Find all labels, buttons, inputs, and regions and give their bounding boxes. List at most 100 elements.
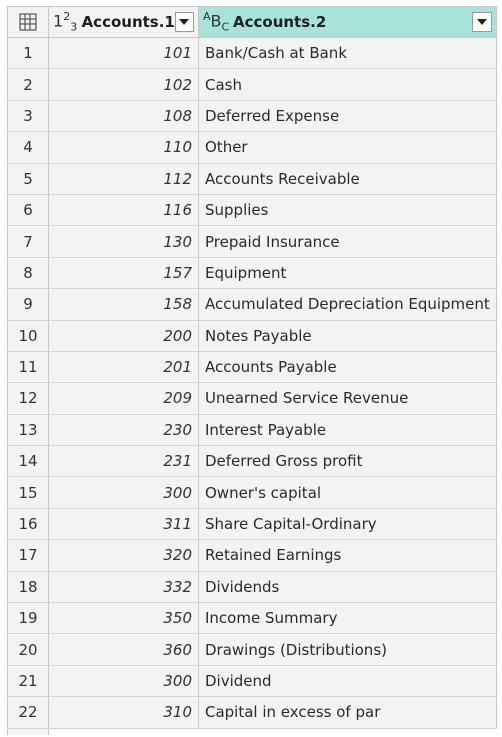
cell-accounts-2[interactable]: Owner's capital <box>199 477 497 508</box>
cell-accounts-2[interactable]: Share Capital-Ordinary <box>199 508 497 540</box>
table-row[interactable]: 16 311 Share Capital-Ordinary <box>7 508 497 541</box>
cell-accounts-2[interactable]: Supplies <box>199 194 497 226</box>
row-number[interactable]: 21 <box>7 665 49 697</box>
cell-accounts-1[interactable]: 360 <box>49 634 199 665</box>
table-tail <box>7 728 497 735</box>
cell-accounts-1[interactable]: 102 <box>49 69 199 100</box>
table-menu-icon[interactable] <box>7 7 49 37</box>
cell-accounts-2[interactable]: Cash <box>199 69 497 100</box>
cell-accounts-2[interactable]: Income Summary <box>199 603 497 634</box>
cell-accounts-2[interactable]: Accounts Payable <box>199 351 497 383</box>
cell-accounts-2[interactable]: Deferred Expense <box>199 100 497 132</box>
filter-dropdown-button[interactable] <box>472 12 492 32</box>
row-number[interactable]: 12 <box>7 383 49 414</box>
cell-accounts-1[interactable]: 201 <box>49 351 199 383</box>
row-number[interactable]: 15 <box>7 477 49 508</box>
cell-accounts-2[interactable]: Drawings (Distributions) <box>199 634 497 665</box>
table-row[interactable]: 18 332 Dividends <box>7 571 497 604</box>
cell-accounts-2[interactable]: Bank/Cash at Bank <box>199 38 497 69</box>
whole-number-icon[interactable]: 123 <box>53 10 78 34</box>
row-number[interactable]: 3 <box>7 100 49 132</box>
table-row[interactable]: 17 320 Retained Earnings <box>7 540 497 572</box>
row-number[interactable]: 1 <box>7 38 49 69</box>
cell-accounts-1[interactable]: 157 <box>49 257 199 289</box>
row-number[interactable]: 4 <box>7 132 49 163</box>
cell-accounts-1[interactable]: 209 <box>49 383 199 414</box>
cell-accounts-1[interactable]: 332 <box>49 571 199 603</box>
table-row[interactable]: 5 112 Accounts Receivable <box>7 163 497 195</box>
table-row[interactable]: 2 102 Cash <box>7 69 497 101</box>
table-row[interactable]: 20 360 Drawings (Distributions) <box>7 634 497 666</box>
table-row[interactable]: 14 231 Deferred Gross profit <box>7 446 497 478</box>
chevron-down-icon <box>179 19 190 25</box>
table-row[interactable]: 9 158 Accumulated Depreciation Equipment <box>7 289 497 321</box>
row-number[interactable]: 6 <box>7 194 49 226</box>
table-row[interactable]: 11 201 Accounts Payable <box>7 351 497 384</box>
table-row[interactable]: 6 116 Supplies <box>7 194 497 227</box>
cell-accounts-2[interactable]: Prepaid Insurance <box>199 226 497 257</box>
column-header-accounts-1[interactable]: 123 Accounts.1 <box>49 7 199 37</box>
cell-accounts-1[interactable]: 350 <box>49 603 199 634</box>
table-row[interactable]: 13 230 Interest Payable <box>7 414 497 447</box>
table-row[interactable]: 19 350 Income Summary <box>7 603 497 635</box>
row-number[interactable]: 13 <box>7 414 49 446</box>
column-name: Accounts.2 <box>233 13 327 31</box>
row-number[interactable]: 16 <box>7 508 49 540</box>
cell-accounts-2[interactable]: Deferred Gross profit <box>199 446 497 477</box>
table-row[interactable]: 3 108 Deferred Expense <box>7 100 497 133</box>
table-row[interactable]: 7 130 Prepaid Insurance <box>7 226 497 258</box>
cell-accounts-1[interactable]: 200 <box>49 320 199 351</box>
cell-accounts-1[interactable]: 112 <box>49 163 199 194</box>
row-number[interactable]: 8 <box>7 257 49 289</box>
row-number[interactable]: 18 <box>7 571 49 603</box>
table-row[interactable]: 22 310 Capital in excess of par <box>7 697 497 729</box>
row-number[interactable]: 14 <box>7 446 49 477</box>
table-row[interactable]: 8 157 Equipment <box>7 257 497 290</box>
cell-accounts-1[interactable]: 320 <box>49 540 199 571</box>
row-number[interactable]: 22 <box>7 697 49 728</box>
cell-accounts-2[interactable]: Capital in excess of par <box>199 697 497 728</box>
row-number[interactable]: 11 <box>7 351 49 383</box>
cell-accounts-1[interactable]: 231 <box>49 446 199 477</box>
text-type-icon[interactable]: ABC <box>203 10 230 34</box>
cell-accounts-1[interactable]: 108 <box>49 100 199 132</box>
cell-accounts-2[interactable]: Dividends <box>199 571 497 603</box>
table-row[interactable]: 21 300 Dividend <box>7 665 497 698</box>
cell-accounts-1[interactable]: 311 <box>49 508 199 540</box>
cell-accounts-2[interactable]: Notes Payable <box>199 320 497 351</box>
table-row[interactable]: 15 300 Owner's capital <box>7 477 497 509</box>
row-number[interactable]: 9 <box>7 289 49 320</box>
table-row[interactable]: 1 101 Bank/Cash at Bank <box>7 38 497 70</box>
cell-accounts-2[interactable]: Interest Payable <box>199 414 497 446</box>
table-row[interactable]: 4 110 Other <box>7 132 497 164</box>
cell-accounts-2[interactable]: Retained Earnings <box>199 540 497 571</box>
table-row[interactable]: 10 200 Notes Payable <box>7 320 497 352</box>
column-header-accounts-2[interactable]: ABC Accounts.2 <box>199 7 497 37</box>
filter-dropdown-button[interactable] <box>174 12 194 32</box>
cell-accounts-2[interactable]: Other <box>199 132 497 163</box>
row-number[interactable]: 10 <box>7 320 49 351</box>
row-number[interactable]: 7 <box>7 226 49 257</box>
row-number[interactable]: 17 <box>7 540 49 571</box>
cell-accounts-2[interactable]: Accumulated Depreciation Equipment <box>199 289 497 320</box>
cell-accounts-2[interactable]: Unearned Service Revenue <box>199 383 497 414</box>
cell-accounts-2[interactable]: Equipment <box>199 257 497 289</box>
row-number[interactable]: 20 <box>7 634 49 665</box>
cell-accounts-1[interactable]: 158 <box>49 289 199 320</box>
row-number[interactable]: 5 <box>7 163 49 194</box>
cell-accounts-2[interactable]: Dividend <box>199 665 497 697</box>
cell-accounts-1[interactable]: 300 <box>49 665 199 697</box>
table-body: 1 101 Bank/Cash at Bank 2 102 Cash 3 108 Deferre… <box>7 38 497 729</box>
cell-accounts-1[interactable]: 310 <box>49 697 199 728</box>
header-row: 123 Accounts.1 ABC Accounts.2 <box>7 6 497 38</box>
table-row[interactable]: 12 209 Unearned Service Revenue <box>7 383 497 415</box>
cell-accounts-1[interactable]: 130 <box>49 226 199 257</box>
cell-accounts-1[interactable]: 230 <box>49 414 199 446</box>
cell-accounts-1[interactable]: 300 <box>49 477 199 508</box>
cell-accounts-2[interactable]: Accounts Receivable <box>199 163 497 194</box>
row-number[interactable]: 2 <box>7 69 49 100</box>
cell-accounts-1[interactable]: 101 <box>49 38 199 69</box>
cell-accounts-1[interactable]: 116 <box>49 194 199 226</box>
cell-accounts-1[interactable]: 110 <box>49 132 199 163</box>
row-number[interactable]: 19 <box>7 603 49 634</box>
